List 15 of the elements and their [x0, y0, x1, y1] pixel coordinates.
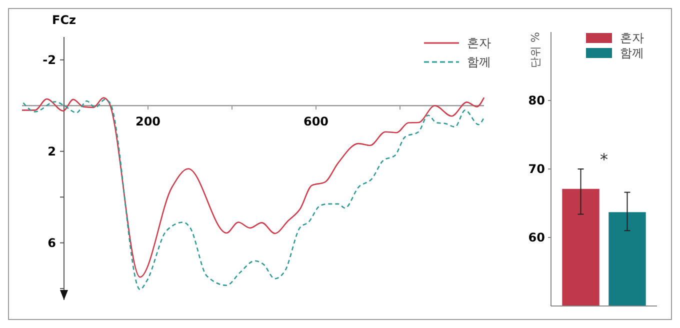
legend-label: 혼자: [620, 31, 644, 45]
legend-label: 함께: [467, 55, 491, 69]
legend-label: 혼자: [467, 36, 491, 50]
y-tick-label: 2: [48, 144, 56, 158]
x-tick-label: 600: [303, 114, 329, 129]
y-tick-label: 60: [528, 230, 545, 244]
x-tick-label: 200: [135, 114, 161, 129]
annotation: *: [600, 150, 608, 169]
y-tick-label: 80: [528, 94, 545, 108]
legend-label: 함께: [620, 46, 644, 60]
y-tick-label: 70: [528, 162, 545, 176]
y-tick-label: -2: [42, 52, 56, 67]
y-axis-title: 단위 %: [529, 32, 542, 68]
y-tick-label: 6: [48, 236, 56, 250]
y-axis-title: FCz: [52, 13, 76, 27]
